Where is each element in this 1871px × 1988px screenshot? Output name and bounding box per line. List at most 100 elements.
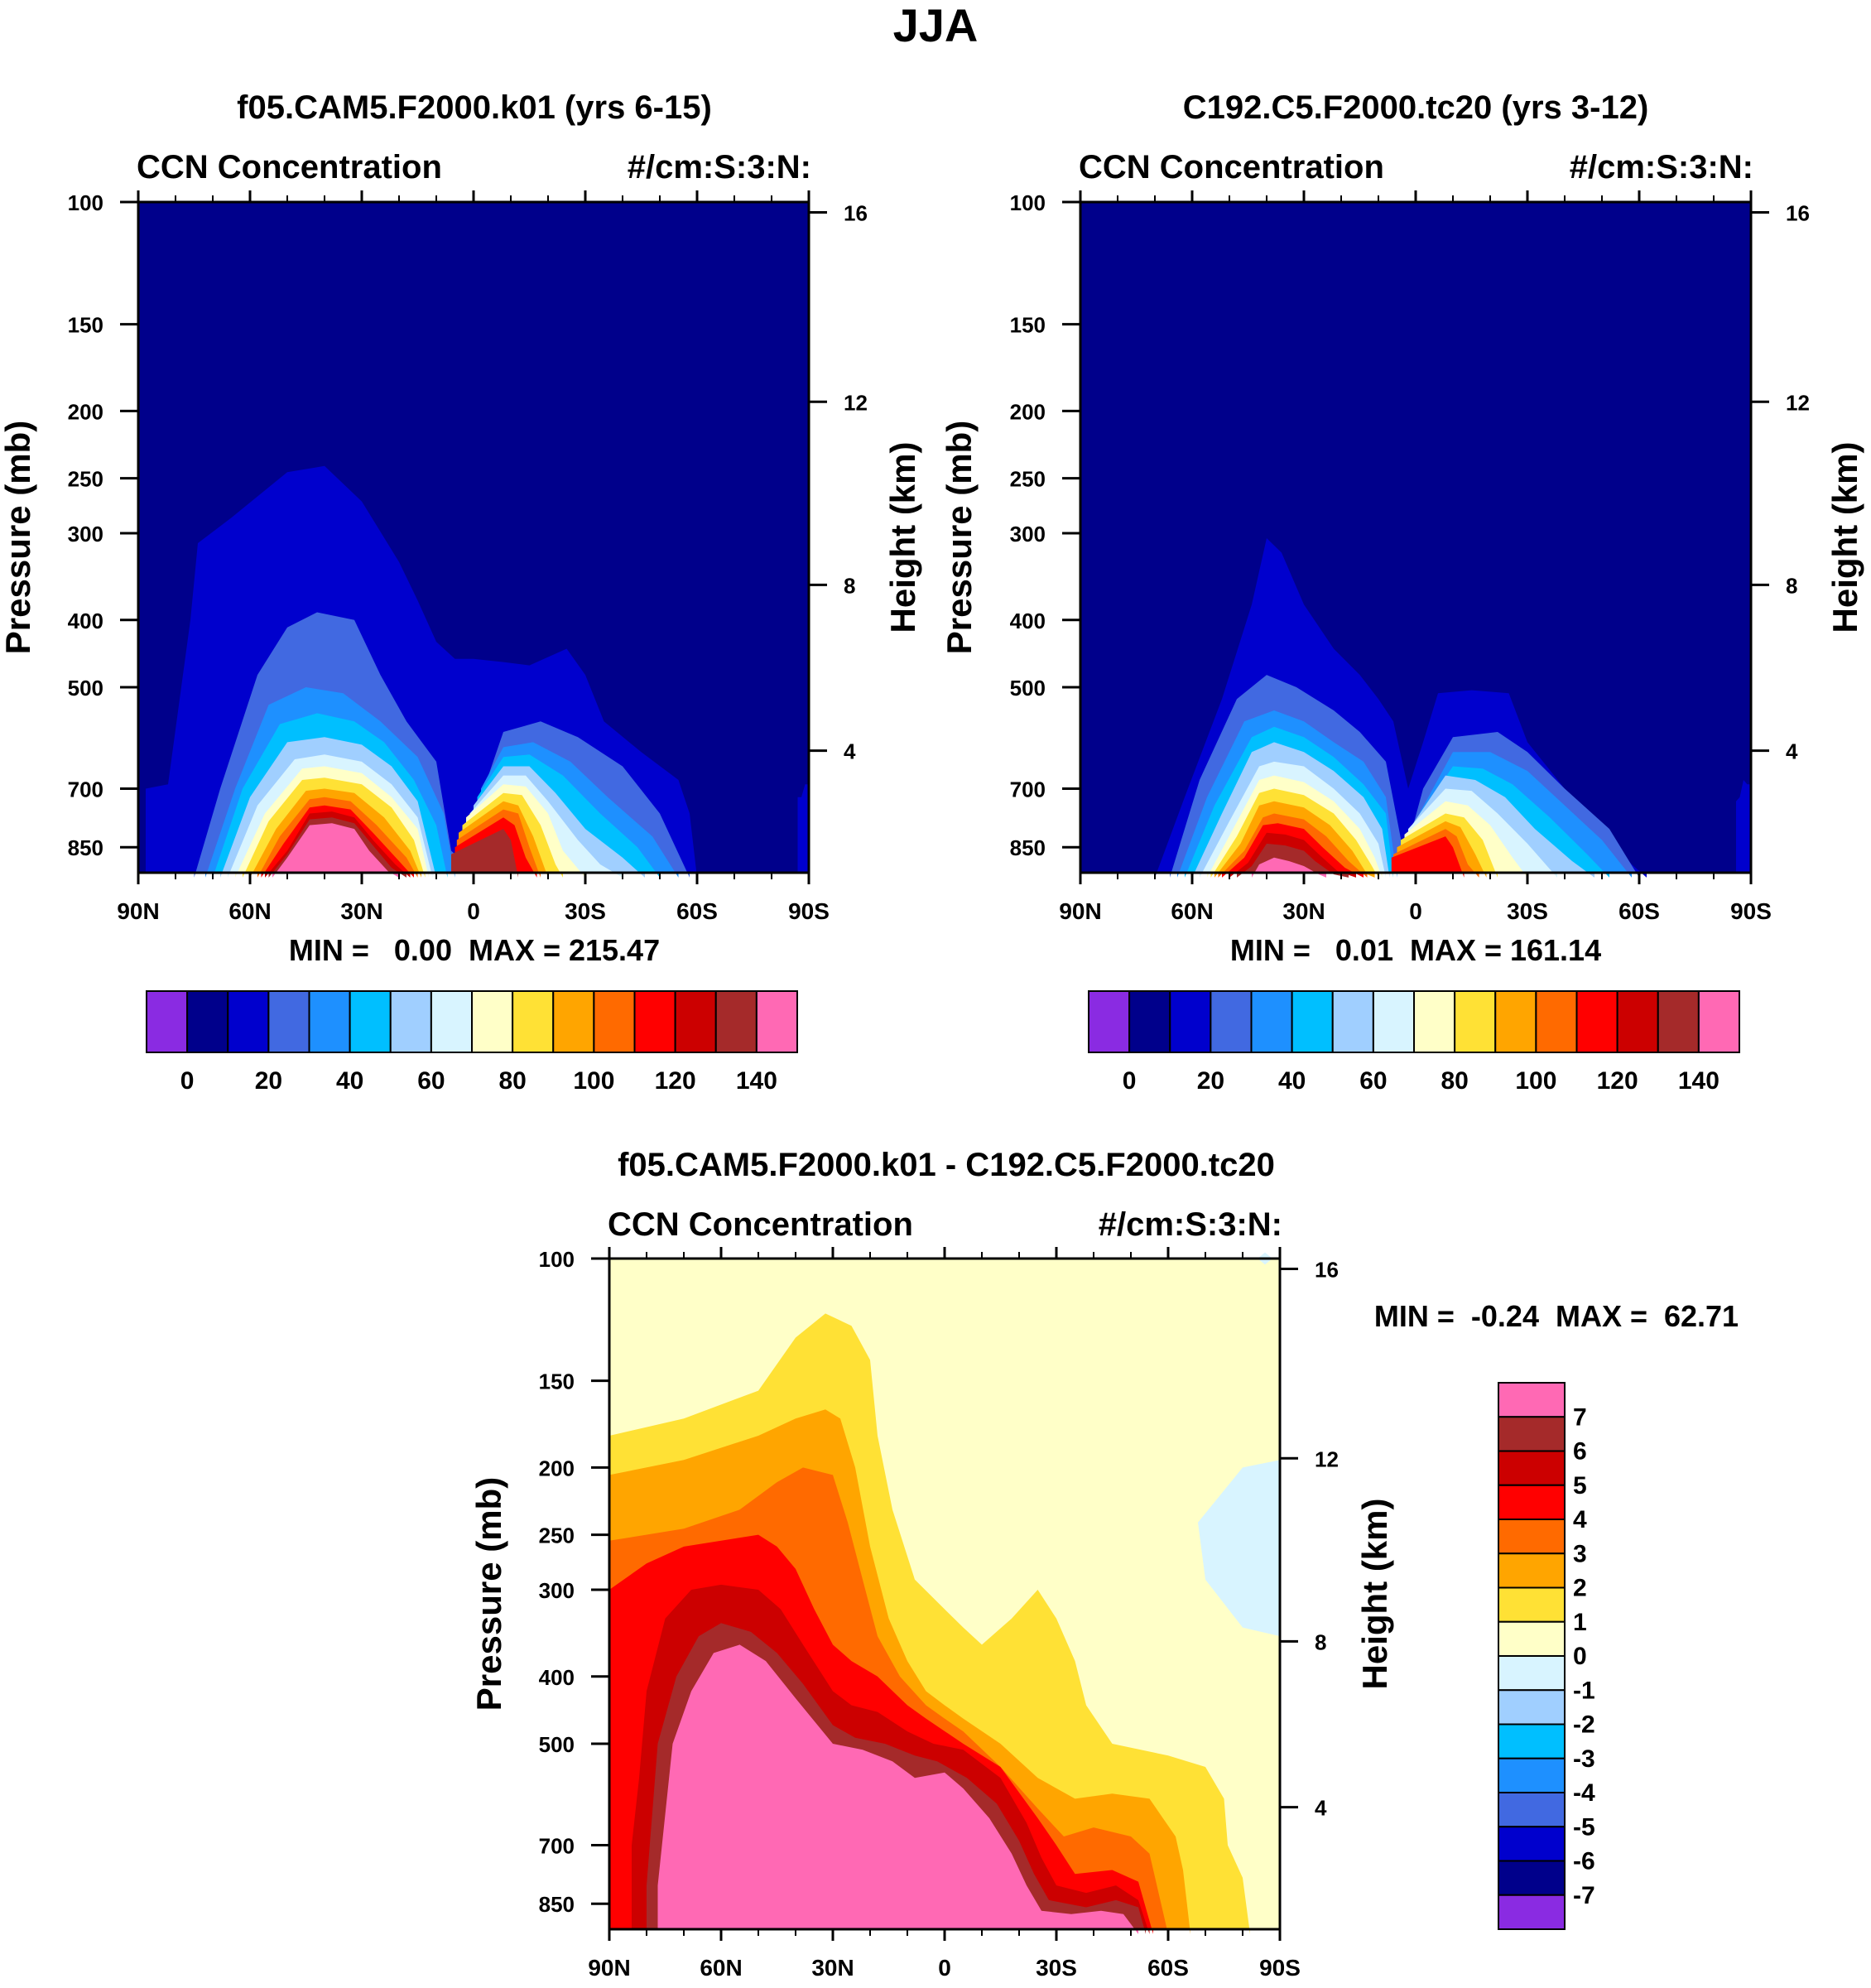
height-tick-label: 4 xyxy=(844,739,856,764)
height-tick-label: 4 xyxy=(1315,1796,1327,1821)
panel-1-left-label: CCN Concentration xyxy=(137,149,442,185)
colorbar-box xyxy=(674,990,717,1053)
panel-1-title: f05.CAM5.F2000.k01 (yrs 6-15) xyxy=(237,89,712,126)
x-tick-label: 90S xyxy=(788,898,830,924)
x-tick-label: 90N xyxy=(588,1955,630,1981)
colorbar-label: 140 xyxy=(1678,1067,1719,1095)
panel-1-right-label: #/cm:S:3:N: xyxy=(628,149,811,185)
colorbar-label: 140 xyxy=(736,1067,777,1095)
colorbar-box xyxy=(1413,990,1456,1053)
panel-2-colorbar: 0 20 40 60 80 100 120 140 xyxy=(1088,990,1740,1095)
colorbar-box xyxy=(389,990,432,1053)
y-tick-label: 500 xyxy=(1010,676,1046,700)
panel-3-plot: 90N 60N 30N 0 30S 60S 90S 100 150 200 250 300 400 500… xyxy=(539,1247,1339,1981)
y-tick-label: 100 xyxy=(68,190,103,215)
colorbar-box xyxy=(552,990,595,1053)
y-tick-label: 200 xyxy=(68,399,103,424)
colorbar-box xyxy=(1250,990,1293,1053)
colorbar-box xyxy=(227,990,270,1053)
x-tick-label: 60S xyxy=(1147,1955,1189,1981)
colorbar-label: 0 xyxy=(1123,1067,1137,1095)
y-tick-label: 400 xyxy=(1010,609,1046,633)
colorbar-label: 0 xyxy=(1573,1643,1587,1670)
x-tick-label: 90S xyxy=(1730,898,1772,924)
panel-1-minmax: MIN = 0.00 MAX = 215.47 xyxy=(289,933,660,967)
height-tick-label: 16 xyxy=(1315,1258,1339,1283)
colorbar-label: 100 xyxy=(1515,1067,1556,1095)
panel-1-plot: 90N 60N 30N 0 30S 60S 90S 100 150 200 250 300 400 500… xyxy=(68,190,868,924)
colorbar-box xyxy=(1498,1894,1566,1930)
colorbar-box xyxy=(1575,990,1618,1053)
colorbar-box xyxy=(1535,990,1578,1053)
colorbar-box xyxy=(1210,990,1253,1053)
colorbar-box xyxy=(349,990,392,1053)
panel-2-contours xyxy=(1155,538,1751,878)
panel-1-contours xyxy=(146,465,809,878)
height-tick-label: 12 xyxy=(1315,1446,1339,1471)
colorbar-label: 80 xyxy=(498,1067,526,1095)
y-tick-label: 200 xyxy=(1010,399,1046,424)
height-tick-label: 12 xyxy=(844,390,868,415)
y-tick-label: 100 xyxy=(1010,190,1046,215)
panel-1-ticks: 90N 60N 30N 0 30S 60S 90S 100 150 200 250 300 400 500… xyxy=(68,190,868,924)
y-tick-label: 500 xyxy=(68,676,103,700)
x-tick-label: 0 xyxy=(938,1955,951,1981)
colorbar-box xyxy=(633,990,676,1053)
colorbar-box xyxy=(1498,1519,1566,1555)
x-tick-label: 30N xyxy=(1282,898,1325,924)
y-tick-label: 500 xyxy=(539,1732,575,1757)
panel-3-ylabel-right: Height (km) xyxy=(1355,1499,1394,1690)
panel-3-right-label: #/cm:S:3:N: xyxy=(1099,1206,1282,1243)
x-tick-label: 0 xyxy=(467,898,480,924)
panel-3: f05.CAM5.F2000.k01 - C192.C5.F2000.tc20 … xyxy=(469,1147,1739,1981)
colorbar-label: -3 xyxy=(1573,1745,1595,1773)
colorbar-label: 20 xyxy=(255,1067,282,1095)
y-tick-label: 300 xyxy=(68,522,103,546)
height-tick-label: 8 xyxy=(844,573,855,598)
x-tick-label: 30N xyxy=(811,1955,854,1981)
y-tick-label: 200 xyxy=(539,1456,575,1480)
colorbar-box xyxy=(1657,990,1700,1053)
colorbar-box xyxy=(1494,990,1537,1053)
panel-2-minmax: MIN = 0.01 MAX = 161.14 xyxy=(1230,933,1601,967)
colorbar-box xyxy=(755,990,798,1053)
panel-2-ylabel: Pressure (mb) xyxy=(940,421,979,654)
y-tick-label: 400 xyxy=(68,609,103,633)
colorbar-label: 20 xyxy=(1197,1067,1224,1095)
colorbar-label: 40 xyxy=(336,1067,363,1095)
panel-1-ylabel-right: Height (km) xyxy=(883,442,922,633)
x-tick-label: 0 xyxy=(1409,898,1422,924)
panel-2-left-label: CCN Concentration xyxy=(1079,149,1384,185)
y-tick-label: 250 xyxy=(1010,467,1046,492)
x-tick-label: 30N xyxy=(340,898,382,924)
y-tick-label: 150 xyxy=(68,313,103,338)
colorbar-label: 7 xyxy=(1573,1403,1587,1431)
panel-3-contours xyxy=(609,1252,1280,1934)
colorbar-label: 120 xyxy=(655,1067,696,1095)
colorbar-box xyxy=(1498,1655,1566,1692)
colorbar-label: 3 xyxy=(1573,1540,1587,1567)
panel-2-ticks: 90N 60N 30N 0 30S 60S 90S 100 150 200 250 300 400 500… xyxy=(1010,190,1810,924)
y-tick-label: 700 xyxy=(68,777,103,802)
panel-1-contour-band xyxy=(272,823,399,878)
y-tick-label: 250 xyxy=(539,1523,575,1548)
colorbar-label: 5 xyxy=(1573,1472,1587,1499)
colorbar-box xyxy=(512,990,555,1053)
panel-1-ylabel: Pressure (mb) xyxy=(0,421,37,654)
x-tick-label: 30S xyxy=(1507,898,1548,924)
panel-2: C192.C5.F2000.tc20 (yrs 3-12) CCN Concen… xyxy=(940,89,1864,1095)
colorbar-box xyxy=(1498,1620,1566,1657)
x-tick-label: 30S xyxy=(565,898,606,924)
panel-3-title: f05.CAM5.F2000.k01 - C192.C5.F2000.tc20 xyxy=(618,1147,1275,1183)
height-tick-label: 8 xyxy=(1786,573,1797,598)
colorbar-label: -4 xyxy=(1573,1779,1595,1807)
panel-3-contour-band xyxy=(1198,1460,1280,1637)
colorbar-label: 80 xyxy=(1441,1067,1468,1095)
panel-2-background xyxy=(1080,202,1751,873)
colorbar-box xyxy=(1088,990,1131,1053)
colorbar-box xyxy=(308,990,351,1053)
x-tick-label: 90S xyxy=(1259,1955,1301,1981)
colorbar-box xyxy=(186,990,229,1053)
y-tick-label: 400 xyxy=(539,1665,575,1690)
panel-3-ticks: 90N 60N 30N 0 30S 60S 90S 100 150 200 250 300 400 500… xyxy=(539,1247,1339,1981)
